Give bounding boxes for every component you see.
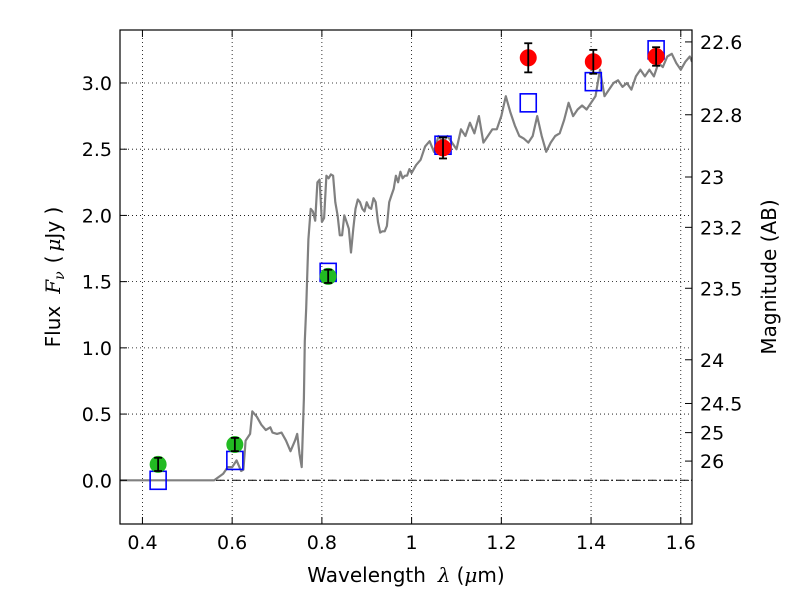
mag-tick-label: 23.2 <box>700 217 742 239</box>
x-tick-label: 0.6 <box>217 532 247 554</box>
y-tick-label: 1.5 <box>82 272 112 294</box>
y-tick-label: 1.0 <box>82 338 112 360</box>
y-tick-label: 3.0 <box>82 73 112 95</box>
x-tick-label: 1.2 <box>486 532 516 554</box>
x-tick-label: 1 <box>406 532 418 554</box>
tick-marks <box>120 30 692 524</box>
model-photometry-point <box>519 93 538 113</box>
spectrum-line <box>120 52 692 482</box>
spectrum-layer <box>120 52 692 482</box>
mag-tick-label: 26 <box>700 451 724 473</box>
mag-tick-label: 22.8 <box>700 105 742 127</box>
magnitude-axis-title: Magnitude (AB) <box>757 199 781 354</box>
y-tick-label: 0.0 <box>82 470 112 492</box>
y-tick-label: 2.0 <box>82 205 112 227</box>
x-tick-label: 1.4 <box>576 532 606 554</box>
y-tick-label: 0.5 <box>82 404 112 426</box>
grid-lines <box>120 30 692 524</box>
mag-tick-label: 24.5 <box>700 393 742 415</box>
mag-tick-label: 23 <box>700 167 724 189</box>
x-tick-label: 0.8 <box>307 532 337 554</box>
marker-layer <box>149 40 665 491</box>
y-tick-label: 2.5 <box>82 139 112 161</box>
x-axis-title: Wavelength λ (μm) <box>307 563 504 587</box>
x-tick-label: 1.6 <box>666 532 696 554</box>
y-axis-title: FluxFν(μJy ) <box>41 207 68 348</box>
mag-tick-label: 23.5 <box>700 278 742 300</box>
mag-tick-label: 24 <box>700 350 724 372</box>
mag-tick-label: 25 <box>700 423 724 445</box>
plot-frame <box>119 29 693 525</box>
mag-tick-label: 22.6 <box>700 32 742 54</box>
x-tick-label: 0.4 <box>127 532 157 554</box>
